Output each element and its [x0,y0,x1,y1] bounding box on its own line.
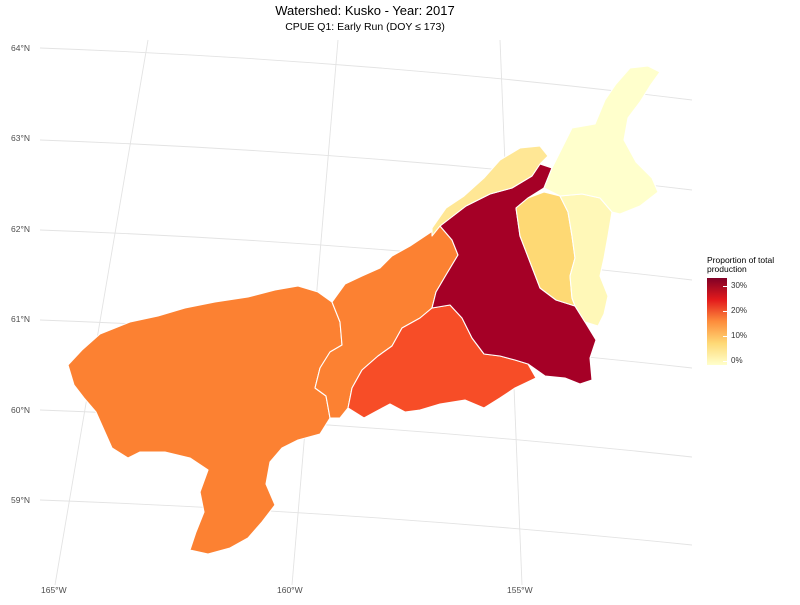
lon-axis-labels: 165°W 160°W 155°W [41,585,533,595]
legend-title: Proportion of total production [707,255,775,274]
map-subtitle: CPUE Q1: Early Run (DOY ≤ 173) [285,21,445,33]
lat-axis-labels: 64°N 63°N 62°N 61°N 60°N 59°N [11,43,30,505]
region-holitna-stony[interactable] [431,163,597,385]
lat-label: 60°N [11,405,30,415]
legend-tick-label: 30% [722,281,748,290]
region-upper-headwaters[interactable] [543,65,661,215]
map-title: Watershed: Kusko - Year: 2017 [275,3,455,18]
region-upper-north-strip[interactable] [431,145,549,237]
lat-label: 63°N [11,133,30,143]
lon-line-165 [54,39,149,586]
legend: Proportion of total production 30% 20% 1… [707,255,797,365]
lon-label: 160°W [277,585,303,595]
legend-tick-label: 0% [723,356,743,365]
lat-label: 62°N [11,224,30,234]
legend-tick-label: 20% [722,306,748,315]
region-lower-kuskokwim-west[interactable] [67,285,343,555]
lon-label: 165°W [41,585,67,595]
lat-line-59 [39,499,693,546]
lat-line-64 [39,47,693,101]
lon-label: 155°W [507,585,533,595]
lat-label: 61°N [11,314,30,324]
legend-tick-label: 10% [722,331,748,340]
legend-colorbar: 30% 20% 10% 0% [707,278,747,365]
lat-label: 59°N [11,495,30,505]
watershed-regions [67,65,661,555]
lat-label: 64°N [11,43,30,53]
